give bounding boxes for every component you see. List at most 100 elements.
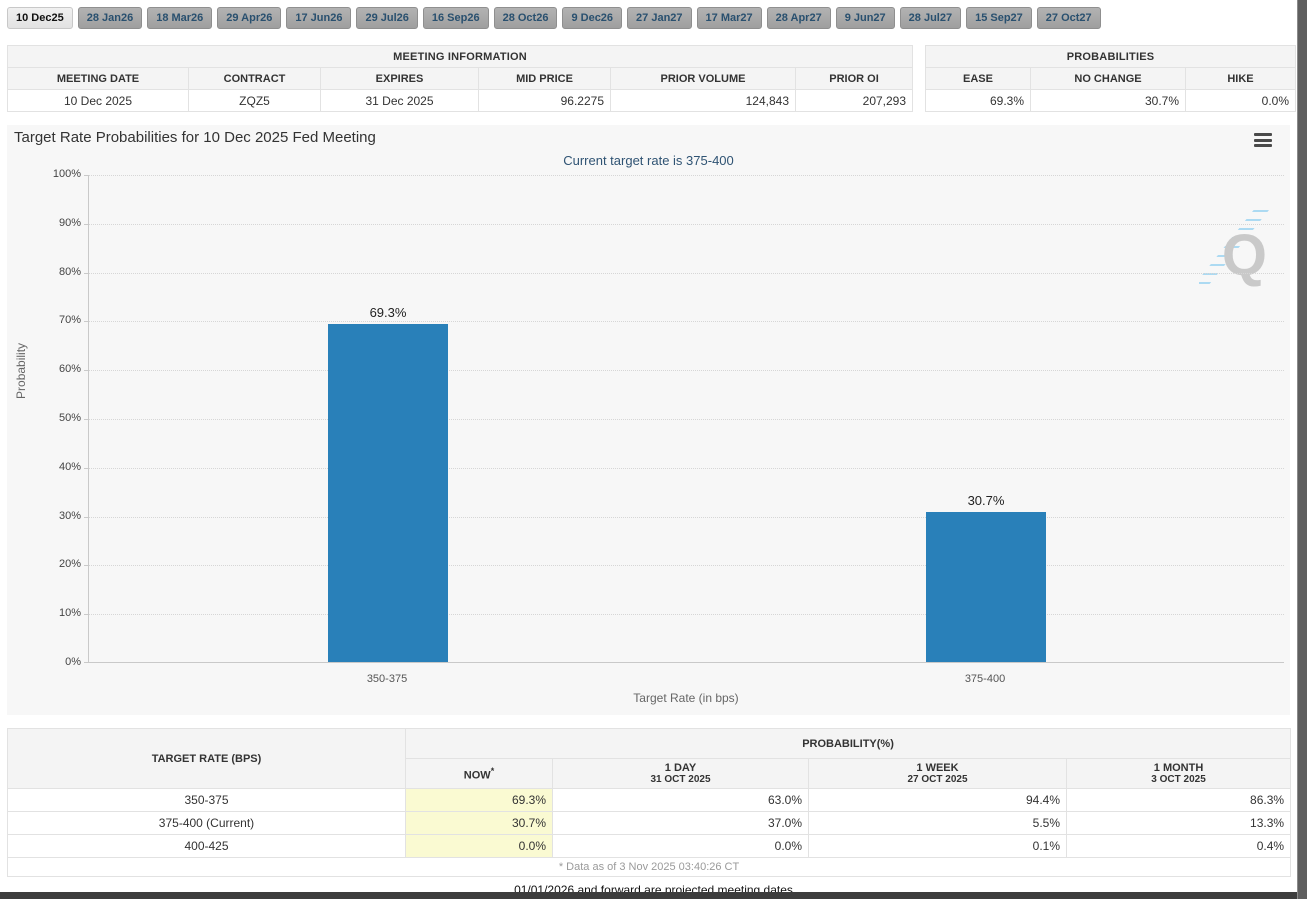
probabilities-row: 69.3% 30.7% 0.0% <box>925 89 1297 112</box>
gridline <box>89 321 1284 323</box>
col-header-now: NOW* <box>405 758 553 789</box>
plot-area: Q 69.3% 30.7% <box>84 175 1284 663</box>
col-header-1-month: 1 MONTH 3 OCT 2025 <box>1065 758 1292 789</box>
day-probability-cell: 37.0% <box>552 811 809 835</box>
day-probability-cell: 0.0% <box>552 834 809 858</box>
y-axis-tick-label: 50% <box>58 412 81 424</box>
col-header-expires: EXPIRES <box>320 67 479 90</box>
meeting-date-tab[interactable]: 28 Jan26 <box>77 7 143 29</box>
meeting-date-tab[interactable]: 29 Apr26 <box>217 7 282 29</box>
meeting-date-tab[interactable]: 29 Jul26 <box>356 7 418 29</box>
gridline <box>89 419 1284 420</box>
probability-bar[interactable] <box>926 512 1046 662</box>
contract-value: ZQZ5 <box>188 89 321 112</box>
meeting-date-tab[interactable]: 15 Sep27 <box>966 7 1032 29</box>
meeting-info-table: MEETING INFORMATION MEETING DATE CONTRAC… <box>6 45 914 112</box>
meeting-info-row: 10 Dec 2025 ZQZ5 31 Dec 2025 96.2275 124… <box>7 89 914 112</box>
meeting-date-tab[interactable]: 28 Apr27 <box>766 7 831 29</box>
gridline <box>89 614 1284 616</box>
meeting-date-tab[interactable]: 18 Mar26 <box>147 7 213 29</box>
chart-subtitle: Current target rate is 375-400 <box>563 153 734 168</box>
mid-price-value: 96.2275 <box>478 89 611 112</box>
now-probability-cell: 30.7% <box>405 811 553 835</box>
history-table-row: 400-425 0.0% 0.0% 0.1% 0.4% <box>7 834 1292 858</box>
col-header-mid-price: MID PRICE <box>478 67 611 90</box>
probability-history-table: TARGET RATE (BPS) PROBABILITY(%) NOW* 1 … <box>6 728 1292 877</box>
quikstrike-watermark-logo: Q <box>1199 210 1269 285</box>
meeting-date-tab[interactable]: 9 Dec26 <box>562 7 623 29</box>
hamburger-menu-icon[interactable] <box>1254 133 1272 147</box>
gridline <box>89 175 1284 176</box>
target-rate-cell: 375-400 (Current) <box>7 811 406 835</box>
y-axis-tick-label: 20% <box>58 558 81 571</box>
meeting-date-tab[interactable]: 17 Jun26 <box>286 7 352 29</box>
group-header-probability: PROBABILITY(%) <box>404 728 1292 759</box>
col-header-no-change: NO CHANGE <box>1030 67 1186 90</box>
x-axis-title: Target Rate (in bps) <box>633 691 739 705</box>
gridline <box>89 223 1284 225</box>
meeting-date-tab[interactable]: 28 Oct26 <box>493 7 558 29</box>
meeting-date-tab[interactable]: 27 Oct27 <box>1036 7 1101 29</box>
y-axis-tick <box>84 419 89 420</box>
col-header-target-rate-bps: TARGET RATE (BPS) <box>7 728 406 789</box>
target-rate-probability-chart: Target Rate Probabilities for 10 Dec 202… <box>7 125 1290 715</box>
vertical-scrollbar[interactable] <box>1297 0 1307 899</box>
y-axis-tick-label: 0% <box>65 656 81 668</box>
month-probability-cell: 86.3% <box>1065 788 1292 812</box>
probabilities-title: PROBABILITIES <box>924 45 1297 68</box>
y-axis-tick-label: 40% <box>58 460 81 473</box>
meeting-date-value: 10 Dec 2025 <box>7 89 189 112</box>
y-axis-tick <box>84 223 89 225</box>
probabilities-table: PROBABILITIES EASE NO CHANGE HIKE 69.3% … <box>924 45 1297 112</box>
meeting-date-tab[interactable]: 17 Mar27 <box>696 7 762 29</box>
y-axis-tick <box>84 516 89 518</box>
y-axis-tick <box>84 321 89 323</box>
y-axis-tick-label: 90% <box>58 216 81 229</box>
x-axis-category-label: 350-375 <box>366 673 408 685</box>
meeting-date-tab[interactable]: 10 Dec25 <box>7 7 73 29</box>
meeting-date-tabs: 10 Dec25 28 Jan26 18 Mar26 29 Apr26 17 Jun26… <box>7 7 1101 29</box>
prior-oi-value: 207,293 <box>794 89 914 112</box>
now-probability-cell: 69.3% <box>405 788 553 812</box>
y-axis-tick <box>84 272 89 274</box>
meeting-date-tab[interactable]: 16 Sep26 <box>422 7 489 29</box>
target-rate-cell: 350-375 <box>7 788 406 812</box>
history-table-row: 375-400 (Current) 30.7% 37.0% 5.5% 13.3% <box>7 811 1292 835</box>
target-rate-cell: 400-425 <box>7 834 406 858</box>
bar-data-label: 69.3% <box>369 304 407 320</box>
expires-value: 31 Dec 2025 <box>320 89 479 112</box>
col-header-ease: EASE <box>925 67 1031 90</box>
month-probability-cell: 13.3% <box>1065 811 1292 835</box>
ease-value: 69.3% <box>925 89 1031 112</box>
watermark-q-letter: Q <box>1221 223 1267 288</box>
y-axis-tick <box>84 370 89 372</box>
bottom-scrollbar[interactable] <box>0 892 1307 899</box>
chart-title: Target Rate Probabilities for 10 Dec 202… <box>14 129 376 146</box>
meeting-info-title: MEETING INFORMATION <box>6 45 914 68</box>
y-axis-tick-label: 10% <box>58 607 81 620</box>
gridline <box>89 272 1284 274</box>
prior-volume-value: 124,843 <box>610 89 796 112</box>
meeting-date-tab[interactable]: 9 Jun27 <box>835 7 895 29</box>
day-probability-cell: 63.0% <box>552 788 809 812</box>
meeting-date-tab[interactable]: 27 Jan27 <box>627 7 692 29</box>
gridline <box>89 565 1284 567</box>
col-header-prior-oi: PRIOR OI <box>794 67 914 90</box>
x-axis-labels: 350-375 375-400 <box>88 673 1284 685</box>
col-header-meeting-date: MEETING DATE <box>7 67 189 90</box>
probability-bar[interactable] <box>328 323 448 662</box>
week-probability-cell: 0.1% <box>808 834 1067 858</box>
y-axis-tick-label: 70% <box>58 314 81 327</box>
y-axis-tick-label: 80% <box>58 265 81 278</box>
month-probability-cell: 0.4% <box>1065 834 1292 858</box>
y-axis-tick-label: 100% <box>52 168 81 180</box>
meeting-date-tab[interactable]: 28 Jul27 <box>899 7 962 29</box>
y-axis-tick <box>84 175 89 176</box>
col-header-contract: CONTRACT <box>188 67 321 90</box>
hike-value: 0.0% <box>1184 89 1297 112</box>
col-header-1-week: 1 WEEK 27 OCT 2025 <box>808 758 1067 789</box>
y-axis-tick <box>84 614 89 616</box>
y-axis-tick <box>84 565 89 567</box>
col-header-hike: HIKE <box>1184 67 1297 90</box>
